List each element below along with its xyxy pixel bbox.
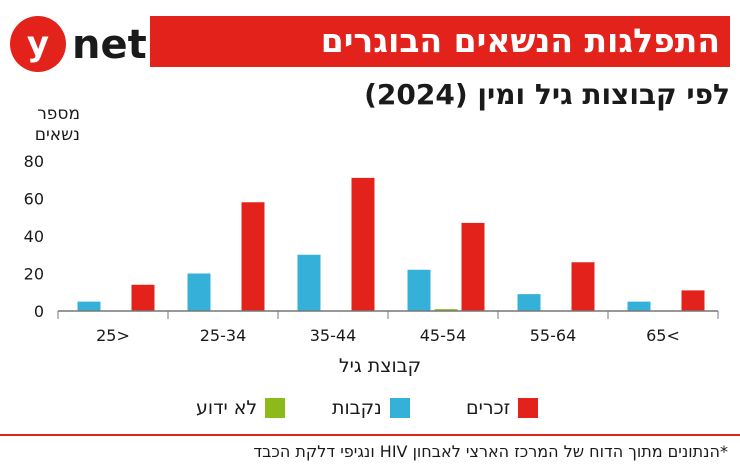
footer-divider	[0, 434, 740, 436]
bar-males	[351, 177, 375, 311]
legend-label-males: זכרים	[466, 397, 511, 419]
y-tick-label: 60	[24, 190, 44, 209]
x-tick-label: 65<	[646, 326, 680, 345]
x-tick-label: 25>	[96, 326, 130, 345]
legend-swatch-males	[518, 398, 539, 418]
legend: זכרים נקבות לא ידוע	[0, 393, 740, 423]
x-tick-label: 35-44	[310, 326, 357, 345]
chart-title: התפלגות הנשאים הבוגרים	[320, 21, 720, 60]
bar-females	[517, 294, 541, 311]
title-bar: התפלגות הנשאים הבוגרים	[150, 16, 730, 67]
bar-unknown	[434, 309, 458, 311]
x-tick-label: 25-34	[200, 326, 247, 345]
footnote: *הנתונים מתוך הדוח של המרכז הארצי לאבחון…	[253, 442, 728, 461]
legend-item-males: זכרים	[466, 393, 539, 423]
legend-swatch-unknown	[265, 398, 286, 418]
y-axis-label: מספר נשאים	[34, 104, 80, 145]
legend-item-unknown: לא ידוע	[196, 393, 286, 423]
x-tick-label: 55-64	[530, 326, 577, 345]
legend-label-females: נקבות	[332, 397, 382, 419]
bar-males	[571, 262, 595, 311]
y-tick-label: 20	[24, 265, 44, 284]
bar-females	[627, 301, 651, 311]
ynet-logo: y net	[6, 12, 147, 76]
chart-subtitle: לפי קבוצות גיל ומין (2024)	[364, 78, 730, 111]
x-axis-label: קבוצת גיל	[338, 355, 422, 377]
bar-females	[187, 273, 211, 311]
bar-males	[681, 290, 705, 311]
y-tick-label: 80	[24, 152, 44, 171]
legend-item-females: נקבות	[332, 393, 410, 423]
bar-males	[461, 222, 485, 311]
bar-females	[297, 254, 321, 311]
legend-swatch-females	[389, 398, 410, 418]
bar-males	[131, 284, 155, 311]
bar-females	[407, 269, 431, 311]
y-tick-label: 0	[34, 302, 44, 321]
bar-females	[77, 301, 101, 311]
bar-males	[241, 202, 265, 311]
bar-chart: 0 20 40 60 80 25> 25-34 35-44 45-54 55-64 65<	[24, 152, 719, 345]
y-tick-label: 40	[24, 227, 44, 246]
logo-letter-net: net	[72, 22, 146, 68]
legend-label-unknown: לא ידוע	[196, 397, 258, 419]
logo-letter-y: y	[27, 24, 49, 64]
x-tick-label: 45-54	[420, 326, 467, 345]
